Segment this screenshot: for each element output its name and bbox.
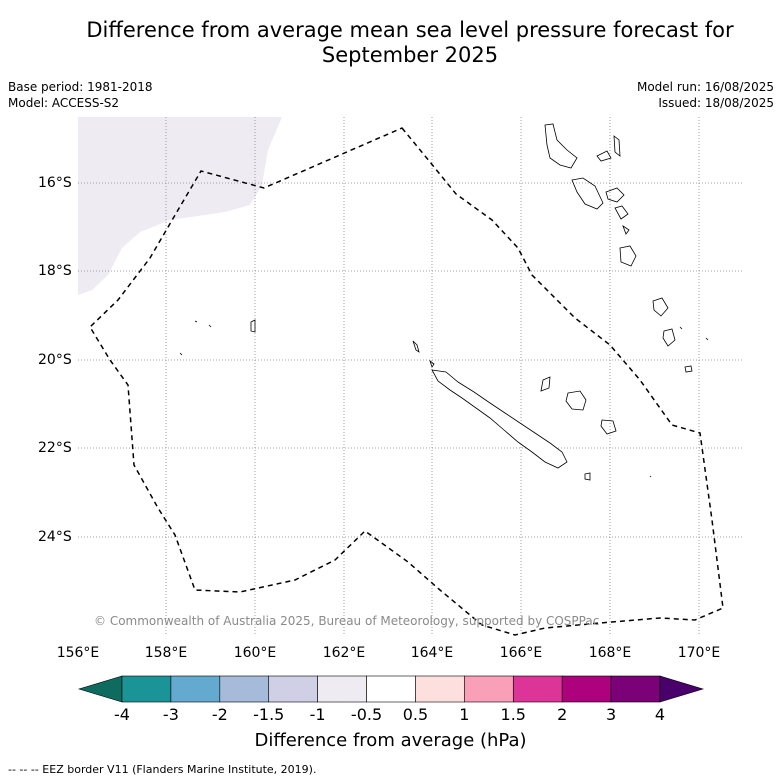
colorbar-segment — [610, 675, 661, 703]
lat-label: 18°S — [38, 263, 72, 279]
lat-label: 22°S — [38, 440, 72, 456]
islet — [429, 359, 435, 368]
colorbar-tick-label: 0.5 — [402, 705, 429, 724]
lon-label: 158°E — [144, 645, 188, 661]
lon-label: 168°E — [588, 645, 632, 661]
gridlines — [78, 117, 743, 634]
colorbar-tick-label: -3 — [162, 705, 179, 724]
colorbar-title: Difference from average (hPa) — [254, 730, 527, 751]
colorbar-tick-label: 2 — [557, 705, 568, 724]
colorbar — [77, 675, 705, 703]
ouvea-island — [540, 376, 551, 392]
colorbar-segment — [170, 675, 221, 703]
base-period: Base period: 1981-2018 — [8, 80, 153, 94]
colorbar-tick-label: -0.5 — [350, 705, 383, 724]
lon-label: 166°E — [499, 645, 543, 661]
colorbar-extend-low — [77, 675, 123, 703]
colorbar-tick-label: -2 — [211, 705, 228, 724]
islet — [412, 340, 420, 353]
colorbar-segment — [317, 675, 367, 703]
colorbar-tick-label: 4 — [654, 705, 666, 724]
lat-label: 24°S — [38, 529, 72, 545]
meta-right: Model run: 16/08/2025 Issued: 18/08/2025 — [637, 79, 774, 111]
map-title: Difference from average mean sea level p… — [60, 18, 760, 68]
lifou-island — [565, 390, 587, 411]
colorbar-tick-label: -1 — [309, 705, 326, 724]
title-line-2: September 2025 — [321, 43, 499, 67]
vanuatu-islands — [544, 123, 693, 373]
colorbar-segment — [415, 675, 465, 703]
model-name: Model: ACCESS-S2 — [8, 96, 120, 110]
colorbar-segment — [464, 675, 514, 703]
colorbar-segment — [121, 675, 172, 703]
issued-date: Issued: 18/08/2025 — [658, 96, 774, 110]
title-line-1: Difference from average mean sea level p… — [86, 18, 734, 42]
model-run: Model run: 16/08/2025 — [636, 80, 774, 94]
new-caledonia-island — [431, 369, 568, 469]
colorbar-segment — [366, 675, 416, 703]
lon-label: 164°E — [410, 645, 454, 661]
colorbar-tick-label: -4 — [114, 705, 130, 724]
mare-island — [600, 419, 617, 435]
colorbar-segment — [268, 675, 318, 703]
meta-left: Base period: 1981-2018 Model: ACCESS-S2 — [8, 79, 153, 111]
eez-footnote: -- -- -- EEZ border V11 (Flanders Marine… — [8, 763, 317, 776]
anomaly-patch — [78, 117, 282, 295]
lon-label: 170°E — [677, 645, 721, 661]
lat-label: 20°S — [38, 352, 72, 368]
eez-border — [89, 127, 724, 636]
colorbar-tick-label: 1.5 — [500, 705, 526, 724]
lon-label: 162°E — [322, 645, 366, 661]
isle-of-pines — [584, 472, 591, 481]
small-islets — [179, 319, 709, 478]
colorbar-extend-high — [659, 675, 705, 703]
lon-label: 160°E — [233, 645, 277, 661]
colorbar-tick-label: 3 — [605, 705, 617, 724]
colorbar-segment — [219, 675, 270, 703]
lon-label: 156°E — [56, 645, 100, 661]
colorbar-segment — [512, 675, 563, 703]
colorbar-segment — [561, 675, 612, 703]
colorbar-tick-label: -1.5 — [253, 705, 285, 724]
colorbar-tick-label: 1 — [459, 705, 470, 724]
credit-text: © Commonwealth of Australia 2025, Bureau… — [94, 614, 600, 628]
lat-label: 16°S — [38, 175, 72, 191]
